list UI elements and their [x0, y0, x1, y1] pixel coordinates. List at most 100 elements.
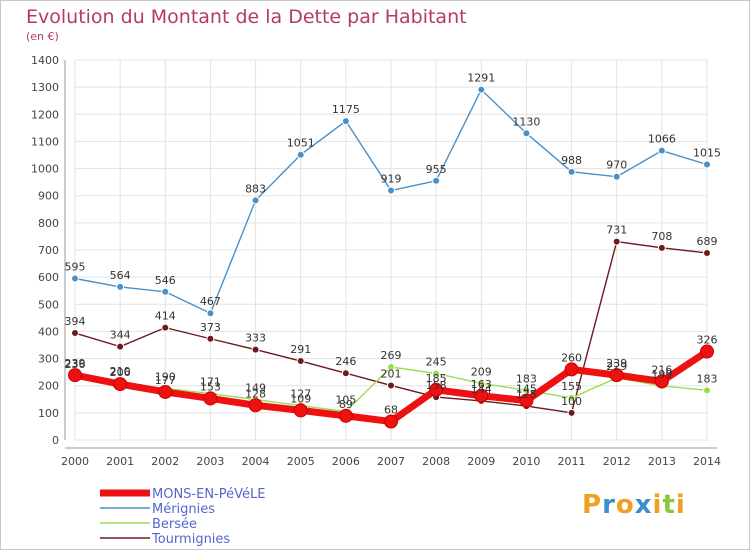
x-tick-label: 2002: [151, 455, 179, 468]
y-tick-label: 1200: [31, 108, 59, 121]
data-label: 183: [697, 372, 718, 385]
x-tick-label: 2013: [648, 455, 676, 468]
y-tick-label: 900: [38, 190, 59, 203]
x-tick-label: 2000: [61, 455, 89, 468]
data-label: 246: [335, 355, 356, 368]
data-label: 128: [245, 387, 266, 400]
data-label: 149: [245, 382, 266, 395]
data-label: 125: [516, 388, 537, 401]
data-label: 919: [381, 173, 402, 186]
data-point: [474, 388, 489, 403]
data-label: 229: [606, 360, 627, 373]
data-label: 163: [471, 378, 492, 391]
x-tick-label: 2005: [287, 455, 315, 468]
data-label: 414: [155, 310, 176, 323]
data-label: 239: [65, 357, 86, 370]
data-point: [700, 344, 714, 359]
data-point: [567, 167, 576, 176]
data-point: [703, 386, 711, 395]
data-label: 955: [426, 163, 447, 176]
x-tick-label: 2012: [603, 455, 631, 468]
logo-letter: o: [615, 490, 635, 520]
x-tick-label: 2008: [422, 455, 450, 468]
x-tick-label: 2003: [196, 455, 224, 468]
data-point: [612, 172, 621, 181]
data-label: 564: [110, 269, 131, 282]
data-label: 236: [65, 358, 86, 371]
data-label: 1175: [332, 103, 360, 116]
data-point: [158, 384, 173, 399]
data-point: [341, 369, 350, 378]
y-tick-label: 0: [52, 434, 59, 447]
data-label: 109: [290, 392, 311, 405]
y-tick-label: 1300: [31, 81, 59, 94]
data-point: [387, 381, 395, 390]
data-point: [116, 342, 125, 351]
data-point: [71, 329, 79, 338]
logo-letter: t: [662, 490, 676, 520]
data-point: [384, 414, 398, 429]
data-point: [113, 377, 128, 392]
proxiti-logo: Proxiti: [582, 490, 686, 520]
data-label: 89: [339, 398, 353, 411]
y-tick-label: 500: [38, 298, 59, 311]
data-label: 970: [606, 159, 627, 172]
data-point: [206, 334, 215, 343]
data-label: 291: [290, 343, 311, 356]
data-point: [564, 362, 579, 377]
data-point: [341, 117, 350, 126]
data-point: [71, 274, 79, 283]
data-point: [519, 393, 534, 408]
logo-letter: x: [634, 490, 653, 520]
data-label: 546: [155, 274, 176, 287]
y-tick-label: 1000: [31, 163, 59, 176]
data-label: 185: [426, 372, 447, 385]
data-point: [432, 176, 441, 185]
data-label: 883: [245, 182, 266, 195]
data-point: [432, 369, 441, 378]
data-label: 105: [335, 394, 356, 407]
data-label: 199: [651, 368, 672, 381]
data-label: 158: [426, 379, 447, 392]
data-point: [609, 368, 624, 383]
data-point: [567, 393, 576, 402]
data-label: 260: [561, 351, 582, 364]
logo-letter: P: [582, 490, 603, 520]
data-point: [522, 129, 531, 138]
data-label: 68: [384, 404, 398, 417]
chart-title: Evolution du Montant de la Dette par Hab…: [26, 6, 467, 28]
y-tick-label: 1100: [31, 135, 59, 148]
data-point: [296, 357, 305, 366]
data-label: 216: [651, 363, 672, 376]
data-label: 183: [516, 372, 537, 385]
logo-letter: r: [602, 490, 616, 520]
legend-label: Mérignies: [152, 502, 215, 517]
data-point: [161, 323, 170, 332]
y-tick-label: 100: [38, 407, 59, 420]
x-tick-label: 2001: [106, 455, 134, 468]
series-line-tourmignies: [570, 240, 708, 414]
x-tick-label: 2014: [693, 455, 721, 468]
data-point: [567, 408, 576, 417]
y-tick-label: 300: [38, 353, 59, 366]
data-point: [338, 408, 353, 423]
data-label: 201: [381, 367, 402, 380]
data-label: 326: [697, 334, 718, 347]
data-point: [293, 403, 308, 418]
y-tick-label: 600: [38, 271, 59, 284]
data-label: 1015: [693, 147, 721, 160]
x-tick-label: 2004: [242, 455, 270, 468]
data-point: [251, 345, 260, 354]
series-line-tourmignies: [74, 326, 573, 414]
y-tick-label: 400: [38, 325, 59, 338]
data-label: 209: [471, 365, 492, 378]
data-label: 269: [381, 349, 402, 362]
y-tick-label: 200: [38, 380, 59, 393]
data-point: [703, 160, 711, 169]
data-label: 373: [200, 321, 221, 334]
data-label: 595: [65, 261, 86, 274]
data-label: 177: [155, 374, 176, 387]
logo-letter: i: [675, 490, 686, 520]
